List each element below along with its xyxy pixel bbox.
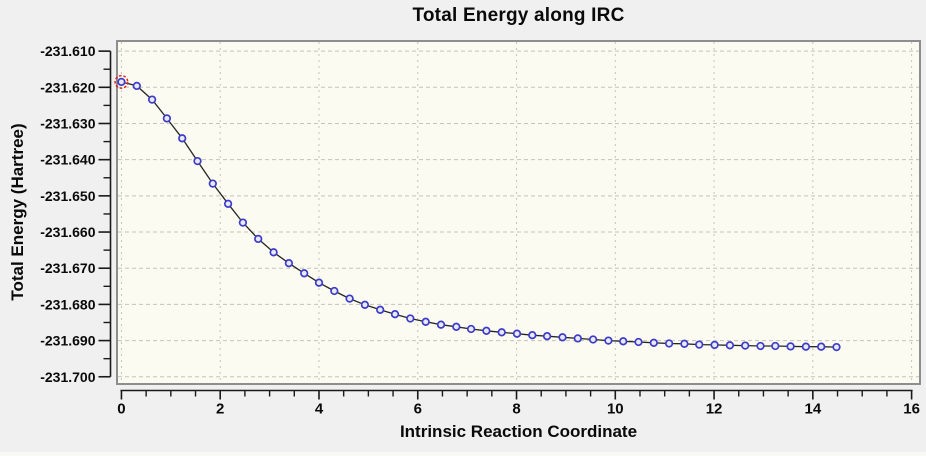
data-point-marker[interactable]	[634, 337, 643, 347]
data-point-marker[interactable]	[680, 339, 689, 348]
data-point-marker[interactable]	[710, 340, 719, 350]
y-axis-title: Total Energy (Hartree)	[8, 123, 27, 301]
data-point-marker[interactable]	[817, 342, 826, 351]
data-point-marker[interactable]	[208, 179, 217, 188]
data-point-marker[interactable]	[695, 340, 704, 349]
data-point-marker[interactable]	[193, 156, 202, 166]
data-point-marker[interactable]	[512, 329, 522, 338]
x-tick-label: 14	[804, 401, 821, 418]
data-point-marker[interactable]	[558, 333, 567, 342]
data-point-marker[interactable]	[238, 218, 248, 227]
data-point-marker[interactable]	[619, 337, 628, 346]
data-point-marker[interactable]	[588, 335, 598, 344]
data-point-marker[interactable]	[482, 326, 491, 335]
y-tick-label: -231.690	[40, 333, 95, 349]
data-point-marker[interactable]	[421, 317, 430, 326]
y-tick-label: -231.670	[40, 260, 95, 276]
data-point-marker[interactable]	[269, 248, 278, 257]
data-point-marker[interactable]	[345, 294, 354, 303]
data-point-marker[interactable]	[604, 336, 613, 345]
x-tick-label: 0	[117, 401, 125, 418]
y-tick-label: -231.650	[40, 188, 95, 204]
data-point-marker[interactable]	[300, 269, 309, 278]
y-tick-label: -231.620	[40, 79, 95, 95]
x-tick-label: 4	[315, 401, 324, 418]
data-point-marker[interactable]	[132, 81, 141, 91]
plot-area[interactable]	[117, 41, 920, 384]
x-tick-label: 10	[607, 401, 624, 418]
data-point-marker[interactable]	[542, 332, 552, 341]
data-point-marker[interactable]	[664, 339, 674, 348]
data-point-marker[interactable]	[147, 95, 157, 104]
chart-title: Total Energy along IRC	[412, 5, 625, 26]
data-point-marker[interactable]	[466, 324, 476, 334]
data-point-marker[interactable]	[756, 341, 765, 351]
data-point-marker[interactable]	[390, 310, 400, 319]
data-point-marker[interactable]	[436, 320, 446, 329]
data-point-marker[interactable]	[376, 305, 385, 314]
data-point-marker[interactable]	[284, 259, 294, 268]
x-tick-label: 6	[414, 401, 422, 418]
x-axis-title: Intrinsic Reaction Coordinate	[399, 422, 638, 441]
data-point-marker[interactable]	[406, 314, 415, 323]
y-tick-label: -231.630	[40, 115, 95, 131]
data-point-marker[interactable]	[725, 341, 735, 350]
data-point-marker[interactable]	[741, 341, 750, 350]
x-tick-label: 8	[512, 401, 520, 418]
x-tick-label: 16	[903, 401, 920, 418]
data-point-marker[interactable]	[178, 134, 187, 143]
data-point-marker[interactable]	[330, 286, 339, 296]
data-point-marker[interactable]	[771, 341, 780, 351]
plot-border	[116, 40, 921, 385]
data-point-marker[interactable]	[254, 234, 263, 244]
data-point-marker[interactable]	[649, 338, 658, 347]
data-point-marker[interactable]	[573, 334, 582, 343]
data-point-marker[interactable]	[117, 77, 126, 87]
selected-point-highlight	[114, 74, 129, 89]
x-tick-label: 2	[216, 401, 224, 418]
data-point-marker[interactable]	[162, 114, 172, 123]
y-tick-label: -231.610	[40, 43, 95, 59]
y-tick-label: -231.700	[40, 369, 95, 385]
data-point-marker[interactable]	[360, 300, 370, 309]
data-point-marker[interactable]	[786, 342, 795, 351]
data-point-marker[interactable]	[528, 331, 537, 340]
y-tick-label: -231.640	[40, 152, 95, 168]
data-point-marker[interactable]	[497, 328, 506, 337]
data-point-marker[interactable]	[801, 342, 811, 351]
x-tick-label: 12	[706, 401, 723, 418]
y-tick-label: -231.660	[40, 224, 95, 240]
y-tick-label: -231.680	[40, 296, 95, 312]
data-point-marker[interactable]	[314, 278, 324, 287]
data-point-marker[interactable]	[452, 322, 461, 331]
data-point-marker[interactable]	[832, 342, 841, 352]
data-point-marker[interactable]	[223, 199, 233, 208]
